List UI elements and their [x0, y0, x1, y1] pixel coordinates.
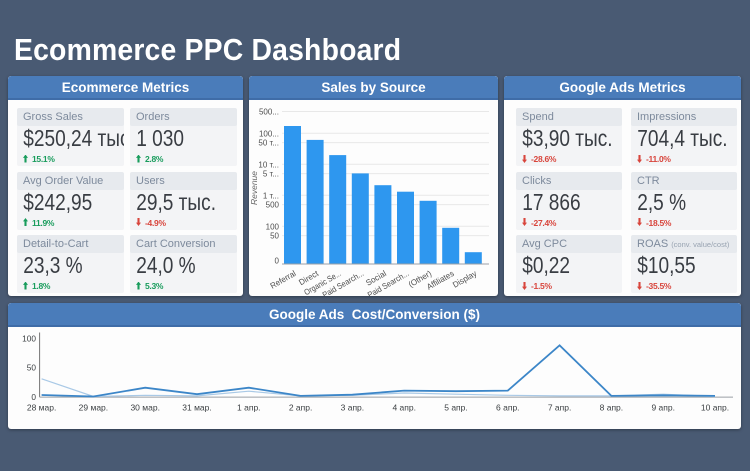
svg-text:500...: 500... [259, 108, 279, 117]
svg-text:5 т...: 5 т... [263, 170, 279, 179]
svg-text:50 т...: 50 т... [258, 139, 279, 148]
svg-text:31 мар.: 31 мар. [182, 403, 211, 413]
svg-text:10 т...: 10 т... [258, 160, 279, 169]
svg-text:8 апр.: 8 апр. [600, 403, 624, 413]
svg-text:50: 50 [270, 232, 279, 241]
svg-text:5 апр.: 5 апр. [444, 403, 468, 413]
svg-text:Display: Display [451, 268, 479, 290]
svg-text:0: 0 [31, 392, 36, 402]
svg-text:10 апр.: 10 апр. [701, 403, 729, 413]
svg-text:500: 500 [266, 201, 280, 210]
svg-text:0: 0 [275, 257, 280, 266]
svg-text:3 апр.: 3 апр. [341, 403, 365, 413]
svg-text:29 мар.: 29 мар. [79, 403, 108, 413]
svg-text:6 апр.: 6 апр. [496, 403, 520, 413]
svg-text:100: 100 [22, 333, 36, 343]
svg-text:Referral: Referral [268, 268, 297, 291]
svg-text:4 апр.: 4 апр. [392, 403, 416, 413]
svg-text:2 апр.: 2 апр. [289, 403, 313, 413]
svg-text:7 апр.: 7 апр. [548, 403, 572, 413]
svg-text:9 апр.: 9 апр. [651, 403, 675, 413]
svg-text:30 мар.: 30 мар. [130, 403, 159, 413]
svg-text:1 апр.: 1 апр. [237, 403, 261, 413]
svg-text:28 мар.: 28 мар. [27, 403, 56, 413]
svg-text:1 т...: 1 т... [263, 191, 279, 200]
svg-text:Revenue: Revenue [249, 171, 259, 205]
svg-text:50: 50 [27, 363, 37, 373]
svg-text:100: 100 [266, 222, 280, 231]
svg-text:100...: 100... [259, 129, 279, 138]
